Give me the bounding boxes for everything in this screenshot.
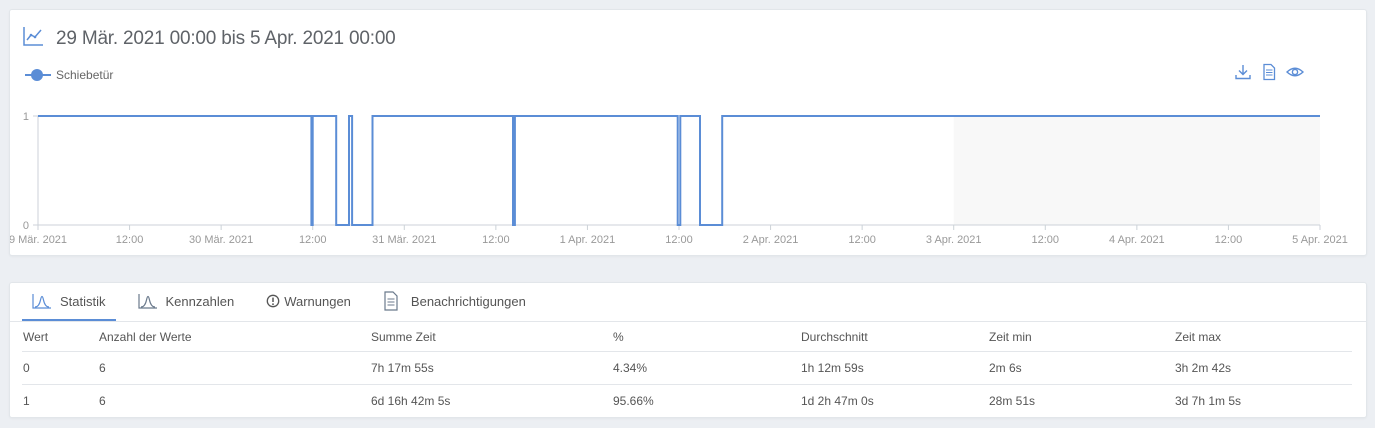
- tabs-divider: [10, 321, 1366, 322]
- table-cell: 6: [98, 351, 370, 385]
- statistics-panel: Statistik Kennzahlen Warnungen Benachric…: [9, 282, 1367, 418]
- tab-warnungen[interactable]: Warnungen: [256, 283, 361, 319]
- column-header: Zeit min: [988, 322, 1174, 352]
- legend-label: Schiebetür: [56, 68, 114, 82]
- tab-label: Warnungen: [284, 293, 351, 309]
- table-cell: 1d 2h 47m 0s: [801, 394, 874, 408]
- x-tick-label: 12:00: [116, 234, 144, 246]
- x-tick-label: 12:00: [299, 234, 327, 246]
- table-cell: 3h 2m 42s: [1174, 351, 1352, 385]
- x-tick-label: 5 Apr. 2021: [1292, 234, 1348, 246]
- document-icon: [383, 291, 399, 311]
- line-chart-icon: [22, 25, 44, 52]
- x-tick-label: 12:00: [482, 234, 510, 246]
- tab-label: Statistik: [60, 293, 106, 309]
- tab-statistik[interactable]: Statistik: [22, 283, 116, 321]
- table-cell: 3d 7h 1m 5s: [1175, 394, 1242, 408]
- distribution-icon: [32, 293, 52, 309]
- x-tick-label: 12:00: [848, 234, 876, 246]
- series-line: [38, 115, 1320, 226]
- x-tick-label: 9 Mär. 2021: [10, 234, 67, 246]
- chart-header: 29 Mär. 2021 00:00 bis 5 Apr. 2021 00:00: [22, 25, 396, 52]
- x-tick-label: 4 Apr. 2021: [1109, 234, 1165, 246]
- table-cell: 95.66%: [613, 394, 654, 408]
- x-tick-label: 12:00: [1032, 234, 1060, 246]
- chart-plot: 0 1 9 Mär. 2021 12:00 30 Mär. 2021 12:00 31 Mä…: [10, 111, 1348, 246]
- column-header: Wert: [22, 322, 98, 352]
- table-cell: 1: [23, 394, 30, 408]
- eye-icon[interactable]: [1285, 63, 1305, 81]
- x-tick-label: 1 Apr. 2021: [560, 234, 616, 246]
- table-cell: 4.34%: [612, 351, 800, 385]
- tab-label: Benachrichtigungen: [410, 293, 526, 309]
- column-header: Anzahl der Werte: [98, 322, 370, 352]
- table-cell: 1h 12m 59s: [800, 351, 988, 385]
- download-icon[interactable]: [1234, 63, 1252, 81]
- x-tick-label: 12:00: [665, 234, 693, 246]
- legend-marker-icon: [25, 68, 51, 82]
- table-cell: 6d 16h 42m 5s: [371, 394, 451, 408]
- warning-circle-icon: [266, 294, 280, 308]
- table-row: 1 6 6d 16h 42m 5s 95.66% 1d 2h 47m 0s 28…: [22, 385, 1352, 418]
- table-cell: 6: [99, 394, 106, 408]
- tab-kennzahlen[interactable]: Kennzahlen: [128, 283, 245, 319]
- x-tick-label: 31 Mär. 2021: [372, 234, 436, 246]
- column-header: %: [612, 322, 800, 352]
- y-tick-label: 1: [23, 111, 29, 123]
- table-cell: 28m 51s: [989, 394, 1036, 408]
- tab-label: Kennzahlen: [165, 293, 235, 309]
- column-header: Durchschnitt: [800, 322, 988, 352]
- chart-legend[interactable]: Schiebetür: [25, 68, 113, 82]
- table-header-row: Wert Anzahl der Werte Summe Zeit % Durch…: [22, 322, 1352, 352]
- stats-tabs: Statistik Kennzahlen Warnungen Benachric…: [22, 283, 548, 321]
- chart-toolbar: [1234, 63, 1305, 81]
- column-header: Zeit max: [1174, 322, 1352, 352]
- distribution-icon: [137, 293, 158, 309]
- future-region: [953, 116, 1320, 225]
- x-tick-label: 12:00: [1215, 234, 1243, 246]
- statistics-table: Wert Anzahl der Werte Summe Zeit % Durch…: [22, 322, 1352, 417]
- y-tick-label: 0: [23, 220, 29, 232]
- column-header: Summe Zeit: [370, 322, 612, 352]
- x-tick-label: 3 Apr. 2021: [926, 234, 982, 246]
- x-tick-label: 2 Apr. 2021: [743, 234, 799, 246]
- x-tick-label: 30 Mär. 2021: [189, 234, 253, 246]
- table-cell: 2m 6s: [988, 351, 1174, 385]
- chart-panel: 0 1 9 Mär. 2021 12:00 30 Mär. 2021 12:00 31 Mä…: [9, 9, 1367, 256]
- table-cell: 0: [22, 351, 98, 385]
- chart-title: 29 Mär. 2021 00:00 bis 5 Apr. 2021 00:00: [56, 27, 396, 49]
- document-icon[interactable]: [1260, 63, 1278, 81]
- table-cell: 7h 17m 55s: [370, 351, 612, 385]
- tab-benachrichtigungen[interactable]: Benachrichtigungen: [373, 283, 536, 319]
- table-row: 0 6 7h 17m 55s 4.34% 1h 12m 59s 2m 6s 3h…: [22, 351, 1352, 385]
